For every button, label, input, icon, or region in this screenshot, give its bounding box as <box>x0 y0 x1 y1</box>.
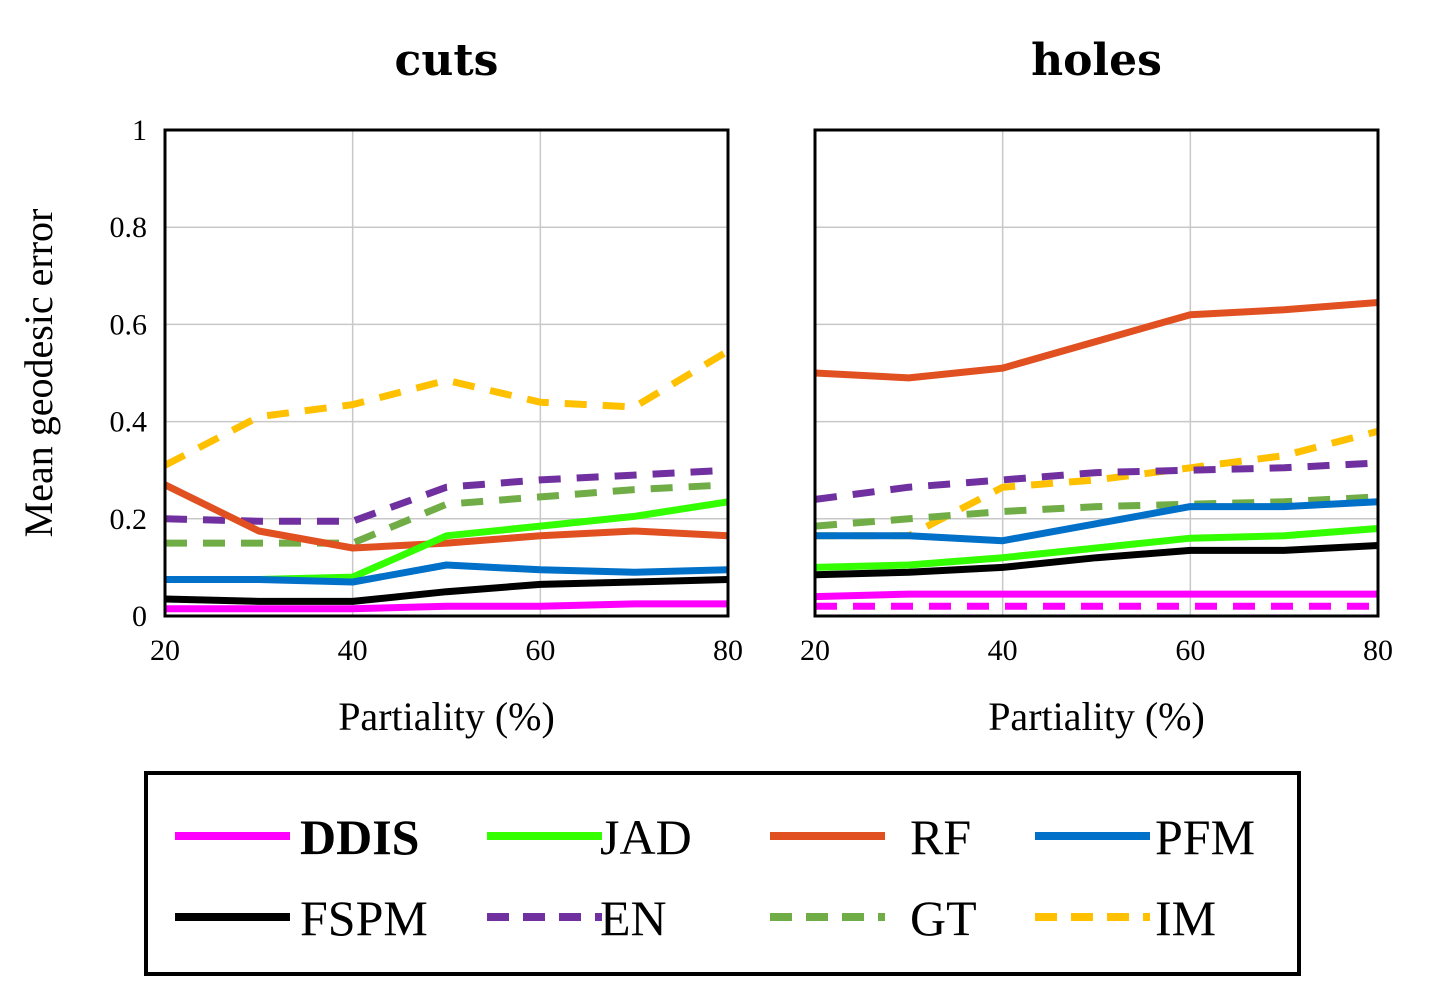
x-tick-label: 40 <box>988 634 1018 667</box>
series-line-pfm <box>165 561 728 586</box>
x-tick-label: 60 <box>1175 634 1205 667</box>
legend-box <box>144 771 1301 976</box>
y-tick-label: 0.2 <box>110 503 148 536</box>
chart-panel-cuts: cuts Partiality (%) Mean geodesic error 20 4… <box>16 35 743 739</box>
legend-label-gt: GT <box>910 890 977 946</box>
legend-label-fspm: FSPM <box>300 890 428 946</box>
y-tick-label: 0.8 <box>110 211 148 244</box>
x-tick-label: 40 <box>338 634 368 667</box>
chart-title: holes <box>1031 35 1162 86</box>
series-line-ddis <box>815 590 1378 601</box>
x-tick-label: 20 <box>800 634 830 667</box>
x-tick-label: 80 <box>713 634 743 667</box>
series-line-rf <box>815 299 1378 382</box>
y-tick-label: 0 <box>132 600 147 633</box>
series-line-gt <box>165 481 728 547</box>
series-line-en <box>165 466 728 525</box>
series-line-en <box>815 459 1378 503</box>
legend-label-jad: JAD <box>600 809 692 865</box>
legend: DDIS JAD RF PFM FSPM EN GT IM <box>144 771 1301 976</box>
legend-label-ddis: DDIS <box>300 809 419 865</box>
series-line-im <box>165 348 728 469</box>
legend-label-im: IM <box>1155 890 1216 946</box>
x-tick-label: 80 <box>1363 634 1393 667</box>
series-line-rf <box>165 481 728 552</box>
x-tick-label: 60 <box>525 634 555 667</box>
chart-panel-holes: holes Partiality (%) 20 40 60 80 <box>800 35 1393 739</box>
plot-frame <box>813 128 1380 618</box>
series-line-gt <box>815 493 1378 530</box>
legend-label-rf: RF <box>910 809 971 865</box>
chart-title: cuts <box>395 35 499 86</box>
x-axis-label: Partiality (%) <box>988 694 1205 739</box>
y-axis-label: Mean geodesic error <box>16 209 61 538</box>
series-line-fspm <box>815 542 1378 579</box>
series-line-pfm <box>815 498 1378 545</box>
plot-frame <box>163 128 730 618</box>
y-tick-label: 1 <box>132 114 147 147</box>
series-line-jad <box>815 525 1378 571</box>
series-line-ddis <box>165 600 728 613</box>
series-line-fspm <box>165 576 728 605</box>
x-axis-label: Partiality (%) <box>338 694 555 739</box>
legend-label-pfm: PFM <box>1155 809 1255 865</box>
y-tick-label: 0.6 <box>110 308 148 341</box>
x-tick-label: 20 <box>150 634 180 667</box>
legend-label-en: EN <box>600 890 667 946</box>
y-tick-label: 0.4 <box>110 406 148 439</box>
